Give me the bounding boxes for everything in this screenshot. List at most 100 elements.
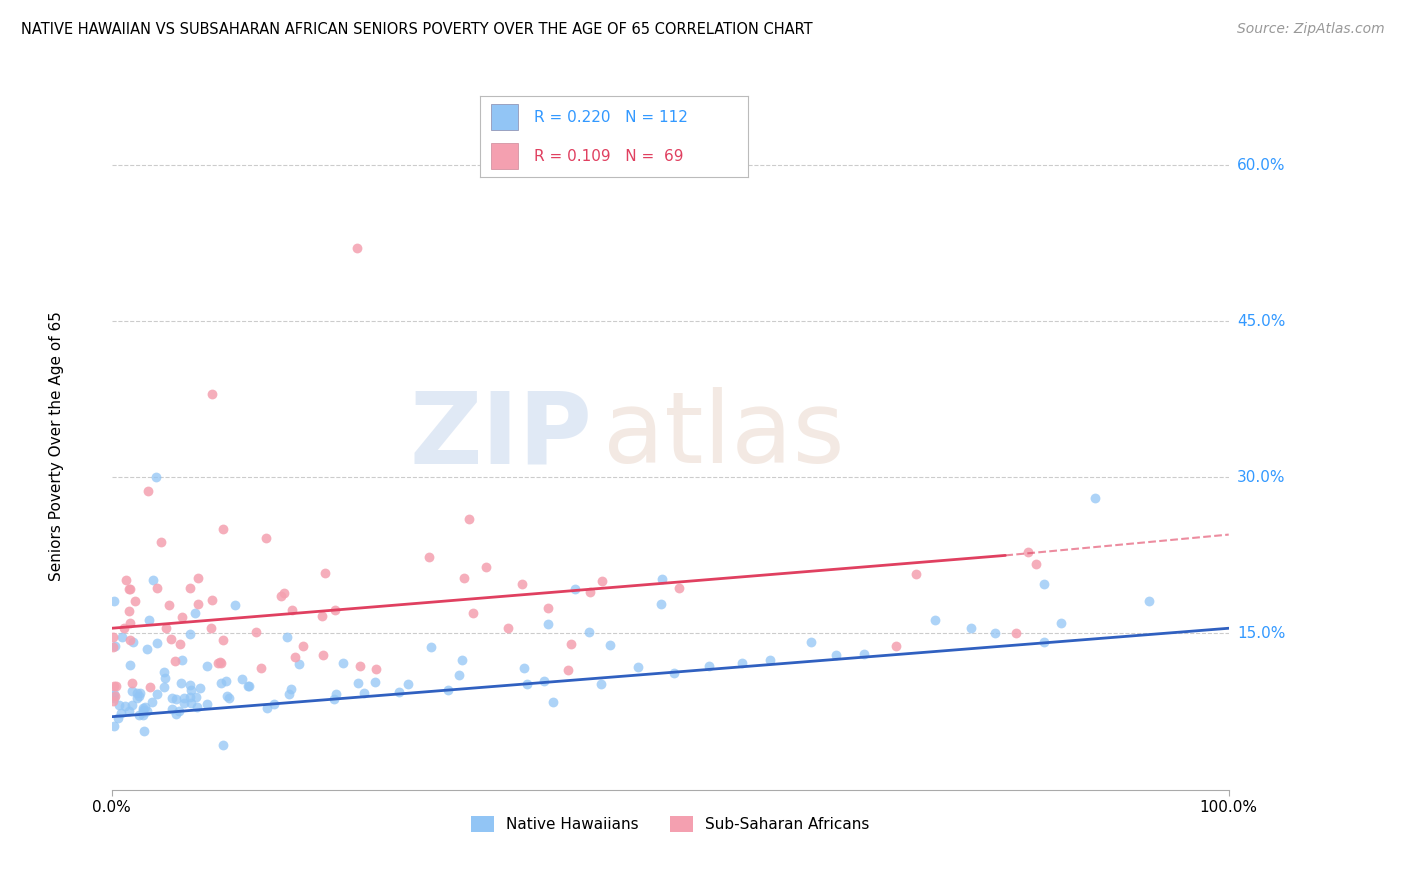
Native Hawaiians (627, 660, 650, 674)
Native Hawaiians (167, 704, 190, 718)
Sub-Saharan Africans (201, 593, 224, 607)
Sub-Saharan Africans (418, 549, 440, 564)
Native Hawaiians (132, 705, 155, 719)
Native Hawaiians (195, 697, 218, 711)
Sub-Saharan Africans (349, 658, 371, 673)
Native Hawaiians (533, 674, 555, 689)
Text: 60.0%: 60.0% (1237, 158, 1285, 173)
Native Hawaiians (128, 686, 150, 700)
Native Hawaiians (214, 673, 236, 688)
Sub-Saharan Africans (165, 654, 187, 668)
Native Hawaiians (111, 630, 134, 644)
Native Hawaiians (162, 702, 184, 716)
Native Hawaiians (218, 691, 240, 706)
Sub-Saharan Africans (201, 387, 224, 401)
Native Hawaiians (114, 699, 136, 714)
Native Hawaiians (650, 597, 672, 611)
Sub-Saharan Africans (453, 571, 475, 585)
Native Hawaiians (759, 653, 782, 667)
Native Hawaiians (664, 665, 686, 680)
Native Hawaiians (118, 705, 141, 719)
Native Hawaiians (236, 680, 259, 694)
Native Hawaiians (231, 672, 253, 686)
Native Hawaiians (110, 706, 132, 720)
Native Hawaiians (188, 681, 211, 696)
Native Hawaiians (179, 627, 201, 641)
Native Hawaiians (449, 667, 471, 681)
Native Hawaiians (103, 594, 125, 608)
Native Hawaiians (332, 656, 354, 670)
Native Hawaiians (1033, 635, 1056, 649)
Native Hawaiians (209, 675, 232, 690)
Native Hawaiians (135, 642, 157, 657)
Sub-Saharan Africans (136, 484, 159, 499)
Sub-Saharan Africans (281, 603, 304, 617)
Sub-Saharan Africans (510, 577, 533, 591)
Sub-Saharan Africans (124, 593, 146, 607)
Sub-Saharan Africans (138, 680, 160, 694)
Native Hawaiians (347, 675, 370, 690)
Native Hawaiians (173, 690, 195, 705)
Native Hawaiians (122, 635, 145, 649)
Native Hawaiians (186, 690, 208, 704)
Sub-Saharan Africans (187, 598, 209, 612)
Sub-Saharan Africans (212, 522, 235, 536)
Sub-Saharan Africans (591, 574, 613, 589)
Sub-Saharan Africans (314, 566, 336, 580)
Native Hawaiians (107, 698, 129, 712)
Sub-Saharan Africans (579, 585, 602, 599)
Native Hawaiians (450, 653, 472, 667)
Native Hawaiians (146, 636, 169, 650)
Native Hawaiians (599, 638, 621, 652)
Sub-Saharan Africans (115, 573, 138, 587)
Native Hawaiians (1050, 616, 1073, 631)
Native Hawaiians (125, 686, 148, 700)
Native Hawaiians (516, 677, 538, 691)
Native Hawaiians (153, 680, 176, 694)
Sub-Saharan Africans (560, 637, 582, 651)
Sub-Saharan Africans (101, 630, 124, 644)
Native Hawaiians (155, 671, 177, 685)
Native Hawaiians (800, 634, 823, 648)
Native Hawaiians (364, 674, 387, 689)
Sub-Saharan Africans (159, 632, 181, 646)
Native Hawaiians (103, 687, 125, 701)
Native Hawaiians (541, 695, 564, 709)
Native Hawaiians (238, 679, 260, 693)
Sub-Saharan Africans (270, 589, 292, 603)
Sub-Saharan Africans (1017, 545, 1039, 559)
Sub-Saharan Africans (364, 662, 387, 676)
Sub-Saharan Africans (118, 582, 141, 596)
Sub-Saharan Africans (157, 599, 180, 613)
Native Hawaiians (1084, 491, 1107, 505)
Native Hawaiians (165, 691, 187, 706)
Native Hawaiians (121, 698, 143, 712)
Native Hawaiians (128, 689, 150, 703)
Native Hawaiians (697, 658, 720, 673)
Text: 30.0%: 30.0% (1237, 470, 1285, 485)
Sub-Saharan Africans (537, 601, 560, 615)
Native Hawaiians (136, 704, 159, 718)
Native Hawaiians (322, 691, 344, 706)
Native Hawaiians (170, 676, 193, 690)
Native Hawaiians (564, 582, 586, 596)
Native Hawaiians (186, 700, 208, 714)
Sub-Saharan Africans (312, 648, 335, 662)
Native Hawaiians (288, 657, 311, 672)
Text: 45.0%: 45.0% (1237, 314, 1285, 329)
Native Hawaiians (128, 707, 150, 722)
Sub-Saharan Africans (155, 621, 177, 635)
Text: atlas: atlas (603, 387, 845, 484)
Native Hawaiians (537, 617, 560, 632)
Sub-Saharan Africans (208, 655, 231, 669)
Native Hawaiians (513, 660, 536, 674)
Native Hawaiians (104, 639, 127, 653)
Text: Source: ZipAtlas.com: Source: ZipAtlas.com (1237, 22, 1385, 37)
Sub-Saharan Africans (323, 603, 346, 617)
Native Hawaiians (325, 687, 347, 701)
Sub-Saharan Africans (169, 637, 191, 651)
Native Hawaiians (960, 621, 983, 635)
Native Hawaiians (162, 690, 184, 705)
Sub-Saharan Africans (250, 660, 273, 674)
Sub-Saharan Africans (557, 664, 579, 678)
